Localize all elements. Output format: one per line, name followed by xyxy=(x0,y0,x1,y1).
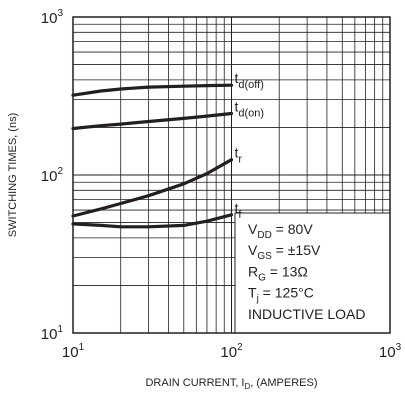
curve-labels: td(off) td(on) tr tf xyxy=(235,70,265,221)
y-tick-label: 102 xyxy=(41,166,64,185)
series-line-r xyxy=(71,158,234,218)
x-tick-label: 103 xyxy=(379,342,402,361)
tick-labels: 101 102 103 101 102 103 xyxy=(41,8,402,361)
x-tick-label: 102 xyxy=(220,342,243,361)
plot-frame xyxy=(72,16,391,334)
condition-line: INDUCTIVE LOAD xyxy=(248,306,365,322)
series-label-don: td(on) xyxy=(235,99,265,120)
series-line-don xyxy=(71,111,234,131)
series-label-doff: td(off) xyxy=(235,70,264,91)
y-tick-label: 101 xyxy=(41,324,64,343)
y-tick-label: 103 xyxy=(41,8,64,27)
series-line-f xyxy=(71,213,234,229)
series-label-f: tf xyxy=(235,200,243,221)
condition-line: VGS = ±15V xyxy=(248,242,321,262)
conditions-box xyxy=(234,212,391,334)
condition-line: VDD = 80V xyxy=(248,221,313,241)
x-tick-label: 101 xyxy=(62,342,85,361)
x-axis-label: DRAIN CURRENT, ID, (AMPERES) xyxy=(145,377,317,391)
condition-line: RG = 13Ω xyxy=(248,263,308,283)
condition-line: Tj = 125°C xyxy=(248,285,314,305)
series-label-r: tr xyxy=(235,145,243,166)
y-axis-label: SWITCHING TIMES, (ns) xyxy=(7,113,19,237)
curves xyxy=(71,83,234,229)
series-line-doff xyxy=(71,83,234,97)
